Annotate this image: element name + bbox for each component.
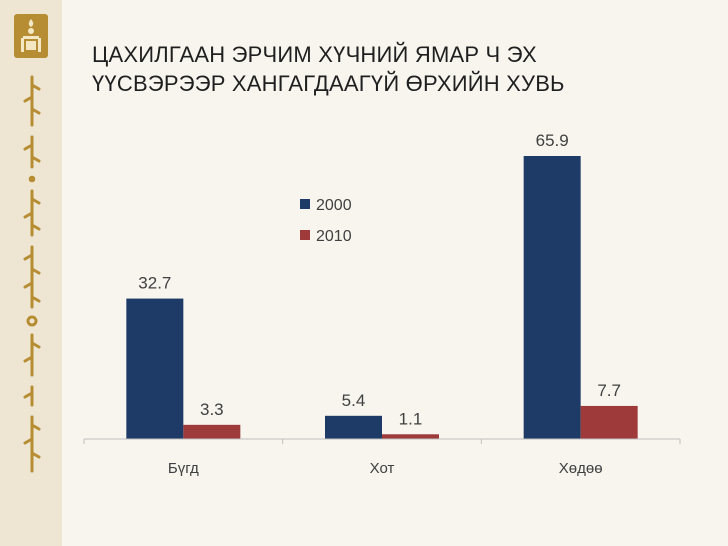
bar-2010-0 [183, 424, 241, 439]
x-tick-label-1: Хот [370, 460, 395, 477]
x-tick-label-2: Хөдөө [559, 460, 603, 477]
bar-2000-1 [325, 415, 382, 439]
bar-2000-2 [523, 156, 581, 439]
legend-swatch-2010 [300, 230, 310, 240]
soyombo-emblem-icon [14, 14, 48, 58]
data-label-2000-1: 5.4 [342, 391, 366, 410]
data-label-2000-2: 65.9 [536, 131, 569, 150]
chart-title-line1: ЦАХИЛГААН ЭРЧИМ ХҮЧНИЙ ЯМАР Ч ЭХ [92, 42, 537, 67]
legend-swatch-2000 [300, 199, 310, 209]
bar-2010-2 [580, 405, 638, 439]
mongolian-script-decoration [23, 75, 41, 473]
bar-2000-0 [126, 298, 184, 439]
legend-label-2010: 2010 [316, 228, 352, 245]
chart-title-line2: ҮҮСВЭРЭЭР ХАНГАГДААГҮЙ ӨРХИЙН ХУВЬ [92, 71, 565, 96]
bar-2010-1 [382, 434, 439, 439]
x-tick-label-0: Бүгд [168, 460, 199, 477]
data-label-2010-1: 1.1 [399, 409, 423, 428]
data-label-2010-2: 7.7 [597, 381, 621, 400]
data-label-2000-0: 32.7 [138, 274, 171, 293]
chart-title: ЦАХИЛГААН ЭРЧИМ ХҮЧНИЙ ЯМАР Ч ЭХ ҮҮСВЭРЭ… [92, 40, 712, 98]
side-band [0, 0, 62, 546]
legend-label-2000: 2000 [316, 197, 352, 214]
data-label-2010-0: 3.3 [200, 400, 224, 419]
